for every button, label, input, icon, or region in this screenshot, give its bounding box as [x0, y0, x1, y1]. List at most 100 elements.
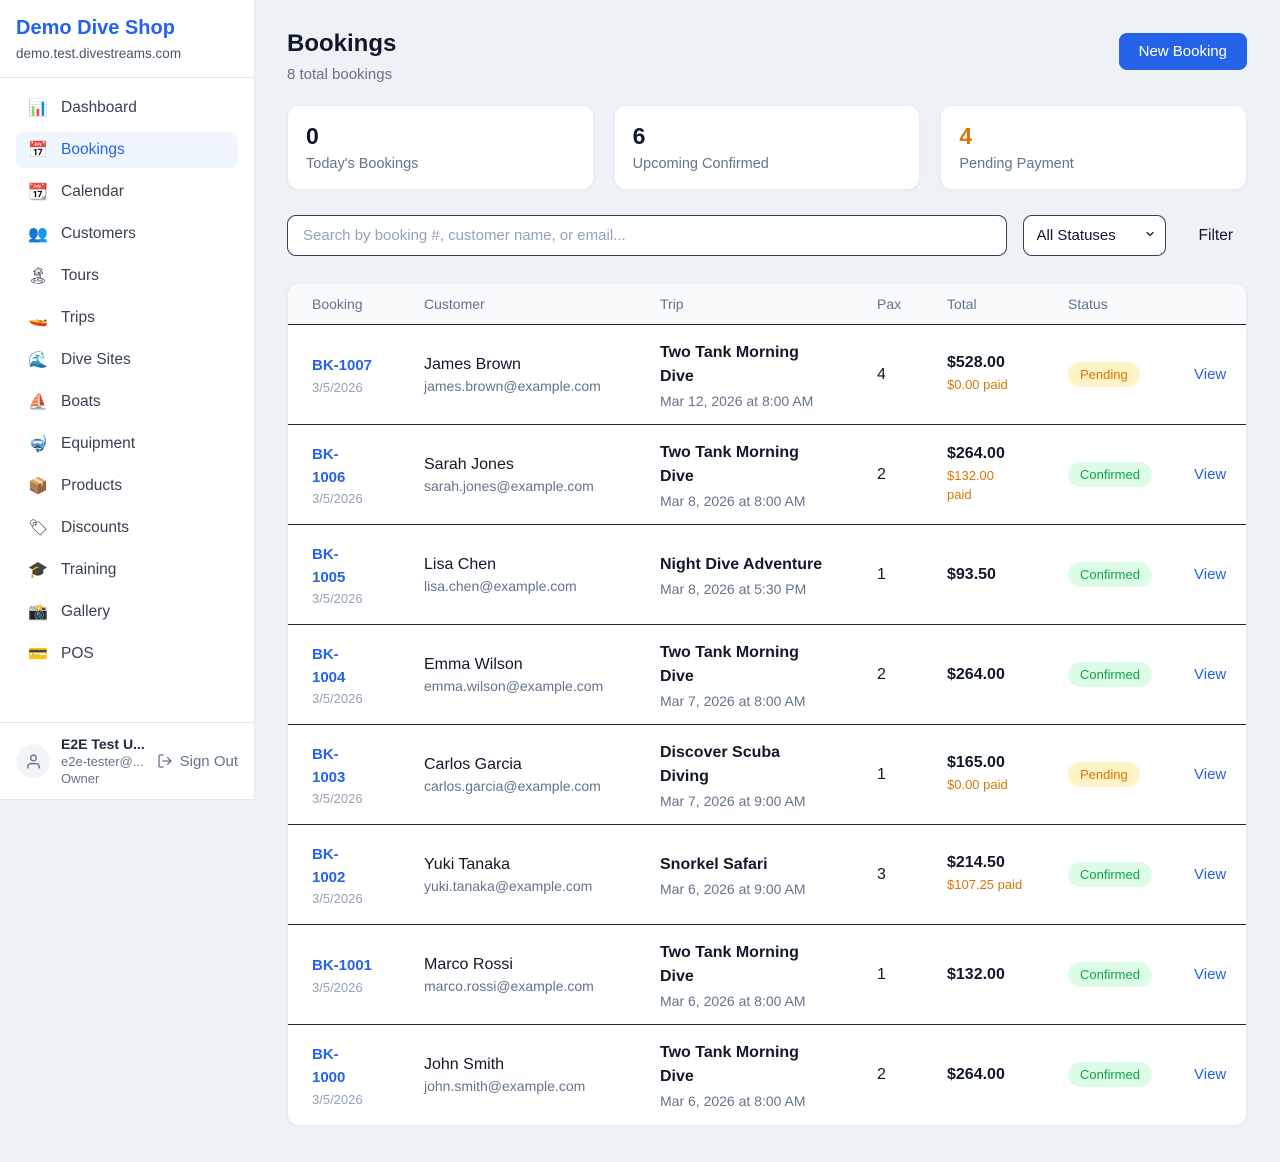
booking-date: 3/5/2026: [312, 979, 363, 995]
stats-row: 0 Today's Bookings 6 Upcoming Confirmed …: [287, 105, 1248, 190]
pax-count: 2: [877, 465, 886, 483]
total-cell: $264.00: [935, 1025, 1056, 1125]
booking-id-link[interactable]: BK- 1004: [312, 645, 346, 686]
sidebar-nav-item[interactable]: 📅 Bookings: [16, 132, 238, 168]
trip-cell: Two Tank Morning Dive Mar 6, 2026 at 8:0…: [648, 1025, 865, 1125]
booking-id-link[interactable]: BK- 1006: [312, 445, 346, 486]
view-link[interactable]: View: [1194, 965, 1227, 983]
stat-label: Today's Bookings: [306, 156, 419, 172]
booking-id-link[interactable]: BK- 1003: [312, 745, 346, 786]
sidebar-nav-item[interactable]: 👥 Customers: [16, 216, 238, 252]
booking-id-link[interactable]: BK- 1005: [312, 545, 346, 586]
pax-count: 1: [877, 965, 886, 983]
customer-cell: Marco Rossi marco.rossi@example.com: [412, 925, 648, 1025]
total-cell: $165.00 $0.00 paid: [935, 725, 1056, 825]
trip-name: Two Tank Morning Dive: [660, 943, 799, 985]
sidebar-nav-item[interactable]: 🏝 Tours: [16, 258, 238, 294]
view-link[interactable]: View: [1194, 565, 1227, 583]
sidebar-nav-item[interactable]: ⛵ Boats: [16, 384, 238, 420]
trip-name: Two Tank Morning Dive: [660, 343, 799, 385]
total-cell: $264.00 $132.00 paid: [935, 425, 1056, 525]
trip-cell: Two Tank Morning Dive Mar 8, 2026 at 8:0…: [648, 425, 865, 525]
sidebar-nav: 📊 Dashboard 📅 Bookings 📆 Calendar 👥 Cust…: [0, 78, 254, 722]
trip-name: Two Tank Morning Dive: [660, 643, 799, 685]
customer-name: Sarah Jones: [424, 455, 514, 473]
trip-datetime: Mar 6, 2026 at 8:00 AM: [660, 1092, 806, 1109]
customer-email: james.brown@example.com: [424, 377, 601, 394]
trip-cell: Two Tank Morning Dive Mar 12, 2026 at 8:…: [648, 325, 865, 425]
search-input[interactable]: [287, 215, 1007, 256]
sidebar-nav-item[interactable]: 🎓 Training: [16, 552, 238, 588]
view-link[interactable]: View: [1194, 765, 1227, 783]
stat-value: 6: [632, 123, 646, 149]
trip-name: Discover Scuba Diving: [660, 743, 781, 785]
bookings-table: Booking Customer Trip Pax Total Status B…: [288, 284, 1246, 1125]
view-link[interactable]: View: [1194, 865, 1227, 883]
sidebar-nav-item[interactable]: 💳 POS: [16, 636, 238, 672]
sidebar-nav-item[interactable]: 📸 Gallery: [16, 594, 238, 630]
customer-email: lisa.chen@example.com: [424, 577, 577, 594]
booking-id-link[interactable]: BK- 1002: [312, 845, 346, 886]
sign-out-icon: [157, 754, 172, 768]
status-filter-select[interactable]: All Statuses: [1022, 215, 1166, 256]
booking-id-link[interactable]: BK-1007: [312, 357, 373, 375]
customer-email: yuki.tanaka@example.com: [424, 877, 593, 894]
trip-datetime: Mar 7, 2026 at 8:00 AM: [660, 692, 806, 709]
stat-value: 4: [959, 123, 973, 149]
status-badge: Confirmed: [1068, 662, 1152, 687]
status-badge: Confirmed: [1068, 1062, 1152, 1088]
customer-cell: Emma Wilson emma.wilson@example.com: [412, 625, 648, 725]
customer-cell: Carlos Garcia carlos.garcia@example.com: [412, 725, 648, 825]
stat-card-todays-bookings: 0 Today's Bookings: [287, 105, 594, 190]
status-cell: Confirmed: [1056, 925, 1182, 1025]
status-cell: Confirmed: [1056, 825, 1182, 925]
trip-name: Two Tank Morning Dive: [660, 1043, 799, 1085]
sidebar-nav-item[interactable]: 🌊 Dive Sites: [16, 342, 238, 378]
sidebar-nav-item[interactable]: 📊 Dashboard: [16, 90, 238, 126]
nav-item-label: Tours: [61, 267, 99, 284]
stat-label: Pending Payment: [959, 156, 1074, 172]
booking-table-row: BK- 1005 3/5/2026 Lisa Chen lisa.chen@ex…: [288, 524, 1246, 625]
trip-datetime: Mar 8, 2026 at 8:00 AM: [660, 492, 806, 509]
trip-datetime: Mar 6, 2026 at 8:00 AM: [660, 992, 806, 1009]
view-link[interactable]: View: [1194, 465, 1227, 483]
sidebar-nav-item[interactable]: 🤿 Equipment: [16, 426, 238, 462]
pax-count: 1: [877, 565, 886, 583]
view-link[interactable]: View: [1194, 665, 1227, 683]
status-cell: Confirmed: [1056, 425, 1182, 525]
dashboard-chart-icon: 📊: [28, 100, 48, 117]
trips-speedboat-icon: 🚤: [28, 310, 48, 327]
status-select-wrap: All Statuses: [1022, 215, 1166, 256]
column-header-status: Status: [1056, 284, 1182, 325]
total-amount: $214.50: [947, 854, 1005, 872]
trip-datetime: Mar 6, 2026 at 9:00 AM: [660, 880, 806, 897]
filter-button[interactable]: Filter: [1198, 226, 1233, 244]
trip-name: Snorkel Safari: [660, 855, 768, 873]
booking-table-row: BK- 1002 3/5/2026 Yuki Tanaka yuki.tanak…: [288, 824, 1246, 925]
booking-id-link[interactable]: BK- 1000: [312, 1046, 346, 1087]
brand-name: Demo Dive Shop: [16, 17, 175, 39]
controls-row: All Statuses Filter: [287, 215, 1247, 256]
sidebar-nav-item[interactable]: 📆 Calendar: [16, 174, 238, 210]
sidebar-nav-item[interactable]: 🚤 Trips: [16, 300, 238, 336]
actions-cell: View: [1182, 1025, 1246, 1125]
pax-count: 2: [877, 665, 886, 683]
customer-cell: Sarah Jones sarah.jones@example.com: [412, 425, 648, 525]
booking-date: 3/5/2026: [312, 891, 363, 907]
total-amount: $264.00: [947, 665, 1005, 683]
user-meta: E2E Test U... e2e-tester@... Owner: [61, 736, 146, 786]
booking-id-link[interactable]: BK-1001: [312, 957, 373, 975]
view-link[interactable]: View: [1194, 1065, 1227, 1083]
total-cell: $528.00 $0.00 paid: [935, 325, 1056, 425]
new-booking-button[interactable]: New Booking: [1118, 33, 1247, 70]
booking-cell: BK- 1005 3/5/2026: [288, 525, 412, 625]
view-link[interactable]: View: [1194, 365, 1227, 383]
sidebar-nav-item[interactable]: 🏷 Discounts: [16, 510, 238, 546]
booking-cell: BK-1001 3/5/2026: [288, 925, 412, 1025]
sidebar-nav-item[interactable]: 📦 Products: [16, 468, 238, 504]
sidebar: Demo Dive Shop demo.test.divestreams.com…: [0, 0, 255, 800]
sign-out-button[interactable]: Sign Out: [157, 753, 238, 770]
paid-amount: $132.00 paid: [947, 467, 994, 502]
pax-count: 3: [877, 865, 886, 883]
customer-name: Marco Rossi: [424, 955, 513, 973]
